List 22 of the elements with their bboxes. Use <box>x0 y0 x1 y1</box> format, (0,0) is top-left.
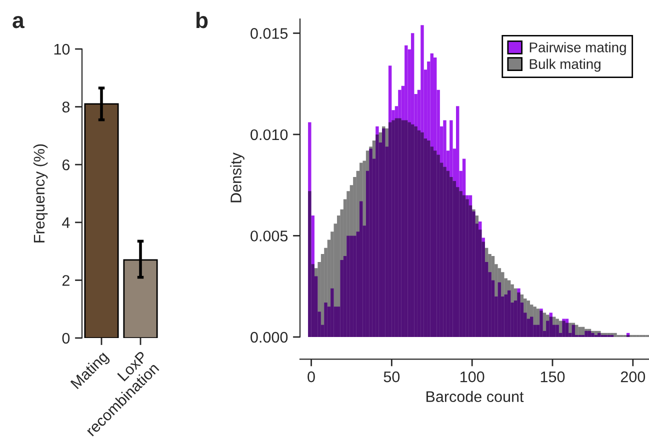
x-tick-label: 50 <box>384 371 400 382</box>
y-tick-label: 0.015 <box>250 28 288 39</box>
x-tick-label: 200 <box>620 371 646 382</box>
y-tick-label: 0.000 <box>250 332 288 343</box>
y-tick-label: 0.005 <box>250 230 288 242</box>
legend-label: Bulk mating <box>530 58 600 72</box>
y-tick-label: 0.010 <box>250 129 288 140</box>
legend-label: Pairwise mating <box>530 42 626 56</box>
chart-title: a <box>12 16 24 28</box>
y-axis-title: Density <box>230 152 244 202</box>
y-tick-label: 6 <box>62 159 70 170</box>
y-tick-label: 0 <box>62 332 70 344</box>
x-tick-label: 150 <box>540 371 565 382</box>
x-axis-title: Barcode count <box>426 390 524 402</box>
x-tick-label: 100 <box>460 371 484 382</box>
x-tick-label: 0 <box>308 371 315 382</box>
y-tick-label: 10 <box>54 44 70 55</box>
y-tick-label: 4 <box>62 217 70 228</box>
y-tick-label: 2 <box>62 275 70 286</box>
y-tick-label: 8 <box>62 102 70 112</box>
y-axis-title: Frequency (%) <box>33 144 48 242</box>
chart-title: b <box>196 12 208 28</box>
